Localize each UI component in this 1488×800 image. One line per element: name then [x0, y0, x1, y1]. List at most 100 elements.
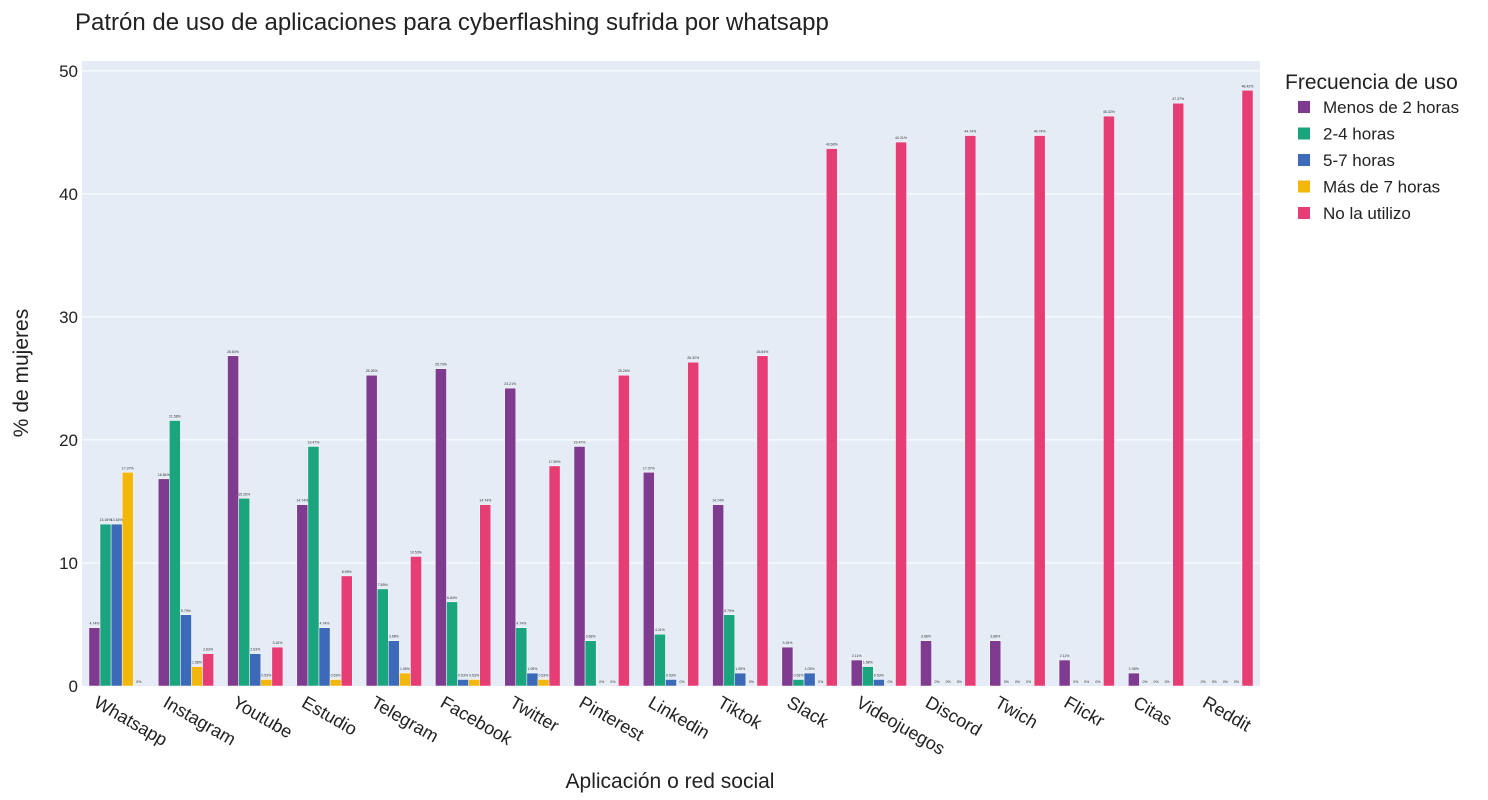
data-label: 10.53%	[410, 550, 422, 554]
bar-twitter-5-7-horas	[526, 672, 539, 687]
data-label: 0.53%	[666, 673, 676, 677]
bar-tiktok-2-4-horas	[723, 614, 736, 687]
bar-whatsapp-mas-de-7-horas	[121, 472, 134, 687]
bar-youtube-mas-de-7-horas	[260, 679, 273, 687]
bar-discord-no-la-utilizo	[964, 135, 977, 687]
data-label: 0%	[1142, 680, 1147, 684]
data-label: 0%	[1154, 680, 1159, 684]
x-tick-label-pinterest: Pinterest	[576, 692, 648, 745]
data-label: 4.74%	[320, 622, 330, 626]
data-label: 1.05%	[1129, 667, 1139, 671]
y-tick-labels: 0 10 20 30 40 50	[59, 62, 78, 696]
legend-swatch-2-4-horas	[1298, 127, 1310, 140]
data-label: 3.68%	[586, 635, 596, 639]
bar-videojuegos-5-7-horas	[873, 679, 885, 687]
data-label: 0%	[935, 680, 940, 684]
data-label: 1.58%	[192, 661, 202, 665]
data-label: 5.79%	[181, 609, 191, 613]
data-label: 5.79%	[724, 609, 734, 613]
bar-slack-2-4-horas	[792, 679, 805, 687]
bar-linkedin-menos-de-2-horas	[643, 472, 655, 687]
bar-instagram-menos-de-2-horas	[157, 478, 170, 687]
data-label: 3.68%	[990, 635, 1000, 639]
bar-instagram-5-7-horas	[180, 614, 192, 687]
bar-pinterest-menos-de-2-horas	[573, 446, 586, 687]
data-label: 0%	[599, 680, 604, 684]
x-tick-label-tiktok: Tiktok	[714, 692, 766, 733]
legend-item-5-7-horas: 5-7 horas	[1323, 151, 1395, 170]
legend-swatch-menos-de-2-horas	[1298, 101, 1310, 113]
data-label: 24.21%	[504, 382, 516, 386]
data-label: 26.84%	[757, 350, 769, 354]
bar-facebook-2-4-horas	[446, 601, 458, 687]
data-label: 47.37%	[1172, 97, 1184, 101]
data-label-group: 4.74% 16.84% 26.84% 14.74% 25.26% 25.79% 24.21…	[90, 84, 1254, 684]
data-label: 0%	[1015, 680, 1020, 684]
data-label: 0.53%	[261, 673, 271, 677]
data-label: 0%	[887, 680, 892, 684]
data-label: 16.84%	[158, 473, 170, 477]
data-label: 6.84%	[447, 596, 457, 600]
data-label: 0%	[749, 680, 754, 684]
gridlines	[82, 70, 1260, 564]
data-label: 0%	[1201, 680, 1206, 684]
data-label: 43.68%	[826, 143, 838, 147]
data-label: 0.53%	[469, 673, 479, 677]
data-label: 14.74%	[712, 499, 724, 503]
x-tick-label-facebook: Facebook	[437, 692, 516, 749]
data-label: 8.95%	[342, 570, 352, 574]
data-label: 19.47%	[308, 440, 320, 444]
legend-swatch-no-la-utilizo	[1298, 207, 1310, 219]
data-label: 4.74%	[90, 622, 100, 626]
x-tick-label-telegram: Telegram	[368, 692, 442, 746]
data-label: 0.53%	[331, 673, 341, 677]
bar-twitter-menos-de-2-horas	[504, 387, 517, 687]
x-tick-label-instagram: Instagram	[160, 692, 239, 749]
data-label: 44.74%	[964, 130, 976, 134]
x-tick-label-flickr: Flickr	[1061, 692, 1108, 731]
data-label: 2.63%	[203, 648, 213, 652]
bar-whatsapp-5-7-horas	[110, 523, 123, 687]
data-label: 0%	[946, 680, 951, 684]
data-label: 7.89%	[378, 583, 388, 587]
data-label: 1.05%	[527, 667, 537, 671]
data-label: 3.16%	[782, 641, 792, 645]
bar-twich-no-la-utilizo	[1033, 135, 1046, 687]
bar-videojuegos-menos-de-2-horas	[850, 659, 863, 687]
bar-estudio-menos-de-2-horas	[296, 504, 309, 687]
data-label: 0.53%	[874, 673, 884, 677]
data-label: 1.05%	[805, 667, 815, 671]
data-label: 14.74%	[479, 499, 491, 503]
data-label: 13.16%	[100, 518, 112, 522]
bar-estudio-2-4-horas	[307, 446, 320, 687]
data-label: 0%	[610, 680, 615, 684]
bar-youtube-2-4-horas	[238, 498, 250, 687]
bar-youtube-5-7-horas	[249, 653, 262, 687]
data-label: 0.53%	[458, 673, 468, 677]
bar-videojuegos-no-la-utilizo	[895, 141, 907, 687]
x-tick-label-estudio: Estudio	[299, 692, 361, 739]
data-label: 0%	[818, 680, 823, 684]
bar-facebook-no-la-utilizo	[479, 504, 492, 687]
legend-swatch-5-7-horas	[1298, 154, 1310, 166]
data-label: 46.32%	[1103, 110, 1115, 114]
bar-telegram-mas-de-7-horas	[399, 672, 411, 687]
data-label: 0%	[1165, 680, 1170, 684]
x-tick-label-twich: Twich	[991, 692, 1041, 732]
data-label: 17.89%	[549, 460, 561, 464]
data-label: 1.05%	[400, 667, 410, 671]
bar-flickr-menos-de-2-horas	[1058, 659, 1071, 687]
bar-instagram-mas-de-7-horas	[191, 666, 203, 687]
data-label: 26.84%	[227, 350, 239, 354]
x-tick-label-whatsapp: Whatsapp	[91, 692, 171, 750]
bar-twitter-mas-de-7-horas	[537, 679, 550, 687]
bar-whatsapp-menos-de-2-horas	[88, 627, 101, 687]
data-label: 48.42%	[1242, 84, 1254, 88]
y-tick-label: 10	[59, 554, 78, 573]
data-label: 0%	[1234, 680, 1239, 684]
data-label: 14.74%	[296, 499, 308, 503]
bar-linkedin-5-7-horas	[665, 679, 677, 687]
bar-videojuegos-2-4-horas	[862, 666, 874, 687]
data-label: 1.05%	[735, 667, 745, 671]
plot-area	[82, 61, 1260, 686]
